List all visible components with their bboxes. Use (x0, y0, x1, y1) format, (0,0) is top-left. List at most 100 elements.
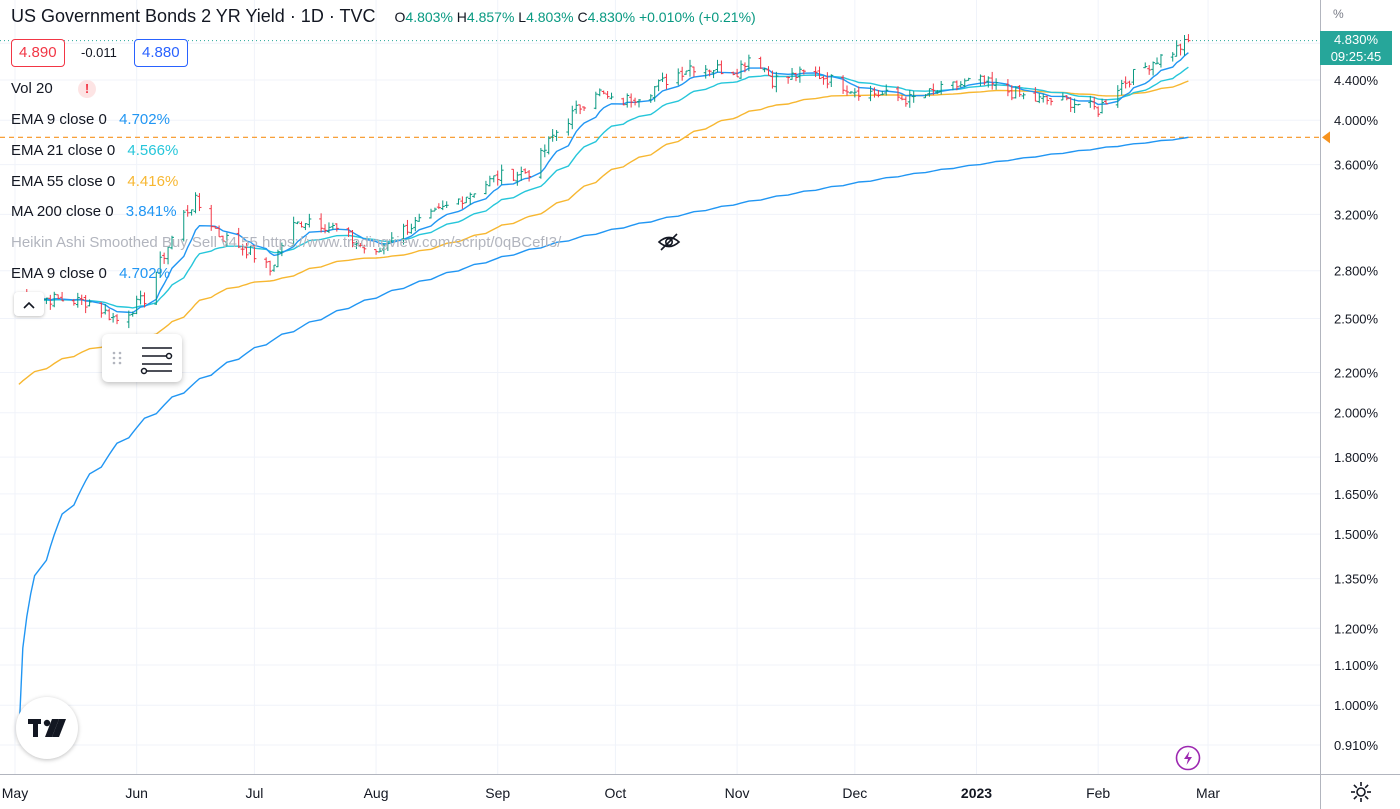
ohlc-bar (950, 81, 955, 91)
ohlc-bar (417, 213, 422, 222)
ohlc-bar (848, 91, 853, 94)
legend-ema9[interactable]: EMA 9 close 0 4.702% (11, 111, 170, 128)
ohlc-bar (189, 209, 194, 216)
ohlc-bar (154, 271, 159, 305)
ohlc-bar (56, 294, 61, 300)
ohlc-high-key: H (456, 9, 467, 25)
ohlc-bar (1127, 80, 1132, 88)
ohlc-bar (1049, 97, 1054, 106)
object-tree-icon[interactable] (140, 347, 173, 375)
ohlc-bar (432, 207, 437, 212)
ema9-path (18, 52, 1189, 314)
ohlc-bar (958, 81, 963, 88)
ohlc-bar (1092, 96, 1097, 110)
price-alert-line[interactable] (0, 40, 1330, 144)
tradingview-logo[interactable] (16, 697, 78, 759)
ohlc-bar (1115, 85, 1120, 108)
y-tick-label: 0.910% (1334, 738, 1379, 753)
ohlc-bar (1076, 103, 1081, 106)
ohlc-bar (582, 106, 587, 111)
ohlc-bar (766, 66, 771, 76)
legend-heikin-ashi[interactable]: Heikin Ashi Smoothed Buy Sell v4 55 http… (11, 234, 561, 251)
ohlc-open-value: 4.803% (405, 9, 453, 25)
y-tick-label: 2.200% (1334, 365, 1379, 380)
symbol-title[interactable]: US Government Bonds 2 YR Yield · 1D · TV… (11, 6, 376, 26)
ohlc-bar (1155, 57, 1160, 65)
ohlc-bar (472, 193, 477, 198)
x-tick-label: 2023 (961, 785, 992, 801)
y-axis-ticks[interactable]: % 4.400% 4.000% 3.600% 3.200% 2.800% 2.500% 2.2… (1333, 7, 1379, 753)
ohlc-bar (264, 257, 269, 269)
chart-header: US Government Bonds 2 YR Yield · 1D · TV… (11, 6, 756, 27)
ohlc-bar (621, 97, 626, 106)
legend-ema55[interactable]: EMA 55 close 0 4.416% (11, 173, 178, 190)
ohlc-bar (162, 252, 167, 264)
ohlc-bar (550, 129, 555, 142)
ohlc-bar (240, 243, 245, 256)
ohlc-bar (1186, 34, 1191, 43)
ohlc-bar (224, 232, 229, 247)
ohlc-bar (578, 104, 583, 115)
ohlc-bar (1064, 95, 1069, 101)
ohlc-bar (319, 213, 324, 233)
ohlc-bar (872, 87, 877, 98)
ohlc-bar (244, 242, 249, 259)
ohlc-bar (291, 216, 296, 247)
ohlc-bar (268, 260, 273, 276)
ohlc-bar (385, 242, 390, 251)
ohlc-bar (1021, 92, 1026, 100)
ohlc-bar (762, 67, 767, 73)
object-toolbar[interactable] (102, 334, 182, 382)
ohlc-bar (597, 88, 602, 97)
legend-ema21[interactable]: EMA 21 close 0 4.566% (11, 142, 178, 159)
ohlc-bar (1170, 52, 1175, 62)
drag-handle-icon[interactable] (112, 351, 122, 365)
ohlc-bar (797, 66, 802, 83)
legend-ma200[interactable]: MA 200 close 0 3.841% (11, 203, 177, 220)
ohlc-bar (538, 147, 543, 179)
ohlc-bar (495, 170, 500, 186)
eye-off-icon[interactable] (657, 232, 681, 257)
y-tick-label: 4.000% (1334, 113, 1379, 128)
ohlc-bar (299, 221, 304, 228)
ohlc-bar (464, 196, 469, 204)
legend-value: 4.702% (119, 265, 170, 282)
collapse-legend-button[interactable] (14, 292, 44, 316)
ohlc-bar (601, 90, 606, 95)
candles (16, 34, 1191, 329)
warning-icon[interactable]: ! (78, 80, 96, 98)
legend-ema9-2[interactable]: EMA 9 close 0 4.702% (11, 265, 170, 282)
ohlc-bar (350, 229, 355, 248)
ohlc-bar (609, 92, 614, 100)
legend-volume[interactable]: Vol 20 (11, 80, 53, 97)
ohlc-bar (87, 299, 92, 307)
ohlc-bar (138, 290, 143, 305)
ohlc-bar (907, 89, 912, 108)
ohlc-bar (844, 85, 849, 96)
ohlc-bar (166, 246, 171, 265)
ohlc-bar (711, 70, 716, 79)
ohlc-bar (279, 242, 284, 257)
ohlc-bar (841, 75, 846, 94)
x-axis-ticks[interactable]: May Jun Jul Aug Sep Oct Nov Dec 2023 Feb Mar (2, 785, 1221, 801)
ohlc-bar (574, 100, 579, 114)
y-tick-label: 3.200% (1334, 207, 1379, 222)
ohlc-bar (715, 59, 720, 73)
ohlc-bar (801, 69, 806, 75)
ohlc-bar (358, 243, 363, 248)
ohlc-bar (1119, 79, 1124, 96)
ohlc-bar (774, 71, 779, 93)
ohlc-bar (633, 97, 638, 106)
ohlc-bar (115, 314, 120, 325)
ohlc-bar (758, 56, 763, 69)
lightning-icon[interactable] (1175, 745, 1201, 771)
ohlc-bar (636, 99, 641, 108)
ohlc-bar (213, 226, 218, 229)
ohlc-bar (790, 67, 795, 80)
sell-button[interactable]: 4.890 (11, 39, 65, 67)
ohlc-bar (185, 205, 190, 217)
y-tick-label: 2.800% (1334, 264, 1379, 279)
buy-button[interactable]: 4.880 (134, 39, 188, 67)
gear-icon[interactable] (1349, 780, 1373, 804)
